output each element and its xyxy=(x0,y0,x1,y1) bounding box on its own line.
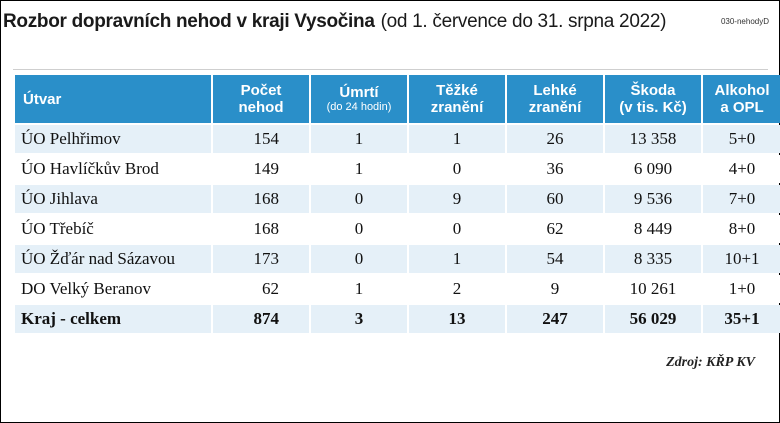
cell-lehke: 26 xyxy=(507,125,603,153)
cell-lehke: 54 xyxy=(507,245,603,273)
cell-alkohol: 1+0 xyxy=(703,275,780,303)
cell-tezke: 2 xyxy=(409,275,505,303)
page-title: Rozbor dopravních nehod v kraji Vysočina… xyxy=(3,11,666,35)
header-alkohol-line2: a OPL xyxy=(720,99,764,116)
header-umrti: Úmrtí (do 24 hodin) xyxy=(311,75,407,123)
table-row: ÚO Žďár nad Sázavou 173 0 1 54 8 335 10+… xyxy=(15,245,780,273)
accident-table: Útvar Počet nehod Úmrtí (do 24 hodin) Tě… xyxy=(13,73,780,335)
cell-utvar: ÚO Pelhřimov xyxy=(15,125,211,153)
cell-utvar: ÚO Žďár nad Sázavou xyxy=(15,245,211,273)
cell-umrti: 1 xyxy=(311,275,407,303)
cell-tezke: 1 xyxy=(409,125,505,153)
table-row: DO Velký Beranov 62 1 2 9 10 261 1+0 xyxy=(15,275,780,303)
cell-umrti: 0 xyxy=(311,215,407,243)
header-umrti-line2: (do 24 hodin) xyxy=(326,101,392,113)
cell-alkohol: 35+1 xyxy=(703,305,780,333)
cell-nehody: 62 xyxy=(213,275,309,303)
header-lehke-line2: zranění xyxy=(528,99,582,116)
cell-nehody: 168 xyxy=(213,185,309,213)
cell-nehody: 168 xyxy=(213,215,309,243)
cell-lehke: 247 xyxy=(507,305,603,333)
header-skoda-line1: Škoda xyxy=(630,82,676,99)
cell-tezke: 9 xyxy=(409,185,505,213)
source-note: Zdroj: KŘP KV xyxy=(666,355,755,370)
cell-nehody: 173 xyxy=(213,245,309,273)
cell-umrti: 0 xyxy=(311,185,407,213)
title-subtitle: (od 1. července do 31. srpna 2022) xyxy=(380,11,667,32)
header-alkohol-line1: Alkohol xyxy=(714,82,770,99)
cell-skoda: 56 029 xyxy=(605,305,701,333)
cell-alkohol: 7+0 xyxy=(703,185,780,213)
header-tezke-line2: zranění xyxy=(430,99,484,116)
table-row: ÚO Havlíčkův Brod 149 1 0 36 6 090 4+0 xyxy=(15,155,780,183)
cell-lehke: 9 xyxy=(507,275,603,303)
header-tezke-zraneni: Těžké zranění xyxy=(409,75,505,123)
header-pocet-line1: Počet xyxy=(240,82,282,99)
cell-umrti: 1 xyxy=(311,125,407,153)
cell-alkohol: 5+0 xyxy=(703,125,780,153)
table-row: ÚO Třebíč 168 0 0 62 8 449 8+0 xyxy=(15,215,780,243)
table-row: ÚO Jihlava 168 0 9 60 9 536 7+0 xyxy=(15,185,780,213)
table-header-row: Útvar Počet nehod Úmrtí (do 24 hodin) Tě… xyxy=(15,75,780,123)
header-lehke-line1: Lehké xyxy=(533,82,577,99)
cell-alkohol: 8+0 xyxy=(703,215,780,243)
cell-utvar: ÚO Havlíčkův Brod xyxy=(15,155,211,183)
cell-skoda: 13 358 xyxy=(605,125,701,153)
cell-nehody: 874 xyxy=(213,305,309,333)
cell-skoda: 9 536 xyxy=(605,185,701,213)
header-skoda: Škoda (v tis. Kč) xyxy=(605,75,701,123)
cell-tezke: 0 xyxy=(409,155,505,183)
cell-lehke: 60 xyxy=(507,185,603,213)
graphic-code: 030-nehodyD xyxy=(720,17,769,26)
header-lehke-zraneni: Lehké zranění xyxy=(507,75,603,123)
title-divider xyxy=(13,69,768,70)
header-skoda-line2: (v tis. Kč) xyxy=(619,99,687,116)
cell-tezke: 0 xyxy=(409,215,505,243)
title-main: Rozbor dopravních nehod v kraji Vysočina xyxy=(3,11,375,32)
cell-tezke: 1 xyxy=(409,245,505,273)
cell-umrti: 3 xyxy=(311,305,407,333)
cell-skoda: 10 261 xyxy=(605,275,701,303)
cell-lehke: 62 xyxy=(507,215,603,243)
cell-alkohol: 10+1 xyxy=(703,245,780,273)
cell-skoda: 6 090 xyxy=(605,155,701,183)
cell-utvar: DO Velký Beranov xyxy=(15,275,211,303)
cell-nehody: 154 xyxy=(213,125,309,153)
header-utvar: Útvar xyxy=(15,75,211,123)
cell-umrti: 1 xyxy=(311,155,407,183)
cell-utvar: Kraj - celkem xyxy=(15,305,211,333)
header-umrti-line1: Úmrtí xyxy=(339,84,379,101)
cell-utvar: ÚO Jihlava xyxy=(15,185,211,213)
cell-alkohol: 4+0 xyxy=(703,155,780,183)
cell-lehke: 36 xyxy=(507,155,603,183)
table-total-row: Kraj - celkem 874 3 13 247 56 029 35+1 xyxy=(15,305,780,333)
header-alkohol: Alkohol a OPL xyxy=(703,75,780,123)
cell-skoda: 8 335 xyxy=(605,245,701,273)
header-tezke-line1: Těžké xyxy=(436,82,478,99)
table-row: ÚO Pelhřimov 154 1 1 26 13 358 5+0 xyxy=(15,125,780,153)
header-pocet-nehod: Počet nehod xyxy=(213,75,309,123)
cell-nehody: 149 xyxy=(213,155,309,183)
header-pocet-line2: nehod xyxy=(238,99,284,116)
cell-utvar: ÚO Třebíč xyxy=(15,215,211,243)
cell-umrti: 0 xyxy=(311,245,407,273)
cell-tezke: 13 xyxy=(409,305,505,333)
cell-skoda: 8 449 xyxy=(605,215,701,243)
